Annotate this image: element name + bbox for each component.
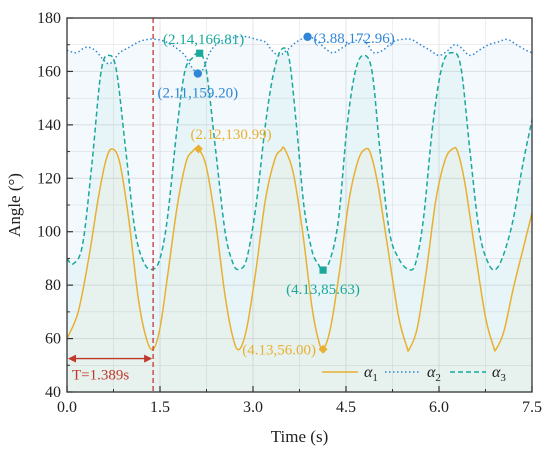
period-label: T=1.389s [72, 368, 129, 384]
series-line-1 [66, 146, 533, 352]
legend-subscript: 3 [500, 372, 506, 384]
annotation-marker [193, 69, 203, 78]
x-tick-label: 6.0 [429, 399, 449, 416]
annotation-label: (2.11,159.20) [157, 86, 238, 102]
annotation-marker [318, 344, 328, 354]
x-tick-label: 4.5 [336, 399, 356, 416]
y-tick-label: 120 [37, 170, 61, 187]
annotation-marker [303, 32, 312, 42]
annotation-marker [196, 49, 204, 57]
y-tick-label: 180 [37, 10, 61, 27]
annotation-label: (3.88,172.96) [314, 31, 395, 47]
x-tick-label: 7.5 [522, 399, 542, 416]
series-fill-1 [67, 147, 532, 392]
y-tick-label: 40 [45, 384, 61, 401]
annotation-marker [193, 144, 203, 154]
y-tick-label: 100 [37, 224, 61, 241]
point-annotations: (2.14,166.81) (2.11,159.20) (3.88,172.96) (… [157, 31, 394, 358]
y-axis-ticks: 40 60 80 100 120 140 160 180 [37, 10, 73, 401]
x-axis-title: Time (s) [271, 427, 328, 446]
y-tick-label: 160 [37, 63, 61, 80]
period-arrow-right-head [144, 354, 153, 363]
annotation-marker [319, 266, 327, 274]
annotation-label: (2.12,130.99) [190, 127, 271, 143]
x-tick-label: 3.0 [243, 399, 263, 416]
annotation-label: (2.14,166.81) [163, 32, 244, 48]
y-tick-label: 60 [45, 331, 61, 348]
period-marker: T=1.389s [68, 18, 154, 392]
period-arrow-left-head [68, 354, 76, 363]
annotation-label: (4.13,85.63) [286, 282, 360, 298]
x-tick-label: 1.5 [150, 399, 170, 416]
series-lines [66, 35, 533, 352]
legend-subscript: 1 [372, 372, 378, 384]
y-axis-title: Angle (°) [5, 173, 24, 237]
legend-subscript: 2 [435, 372, 441, 384]
y-tick-label: 140 [37, 117, 61, 134]
series-line-3 [66, 47, 533, 271]
series-line-2 [66, 35, 533, 75]
x-tick-label: 0.0 [57, 399, 77, 416]
series-fill-3 [67, 47, 532, 393]
annotation-label: (4.13,56.00) [242, 342, 316, 358]
x-axis-ticks: 0.0 1.5 3.0 4.5 6.0 7.5 [57, 386, 542, 416]
y-tick-label: 80 [45, 277, 61, 294]
